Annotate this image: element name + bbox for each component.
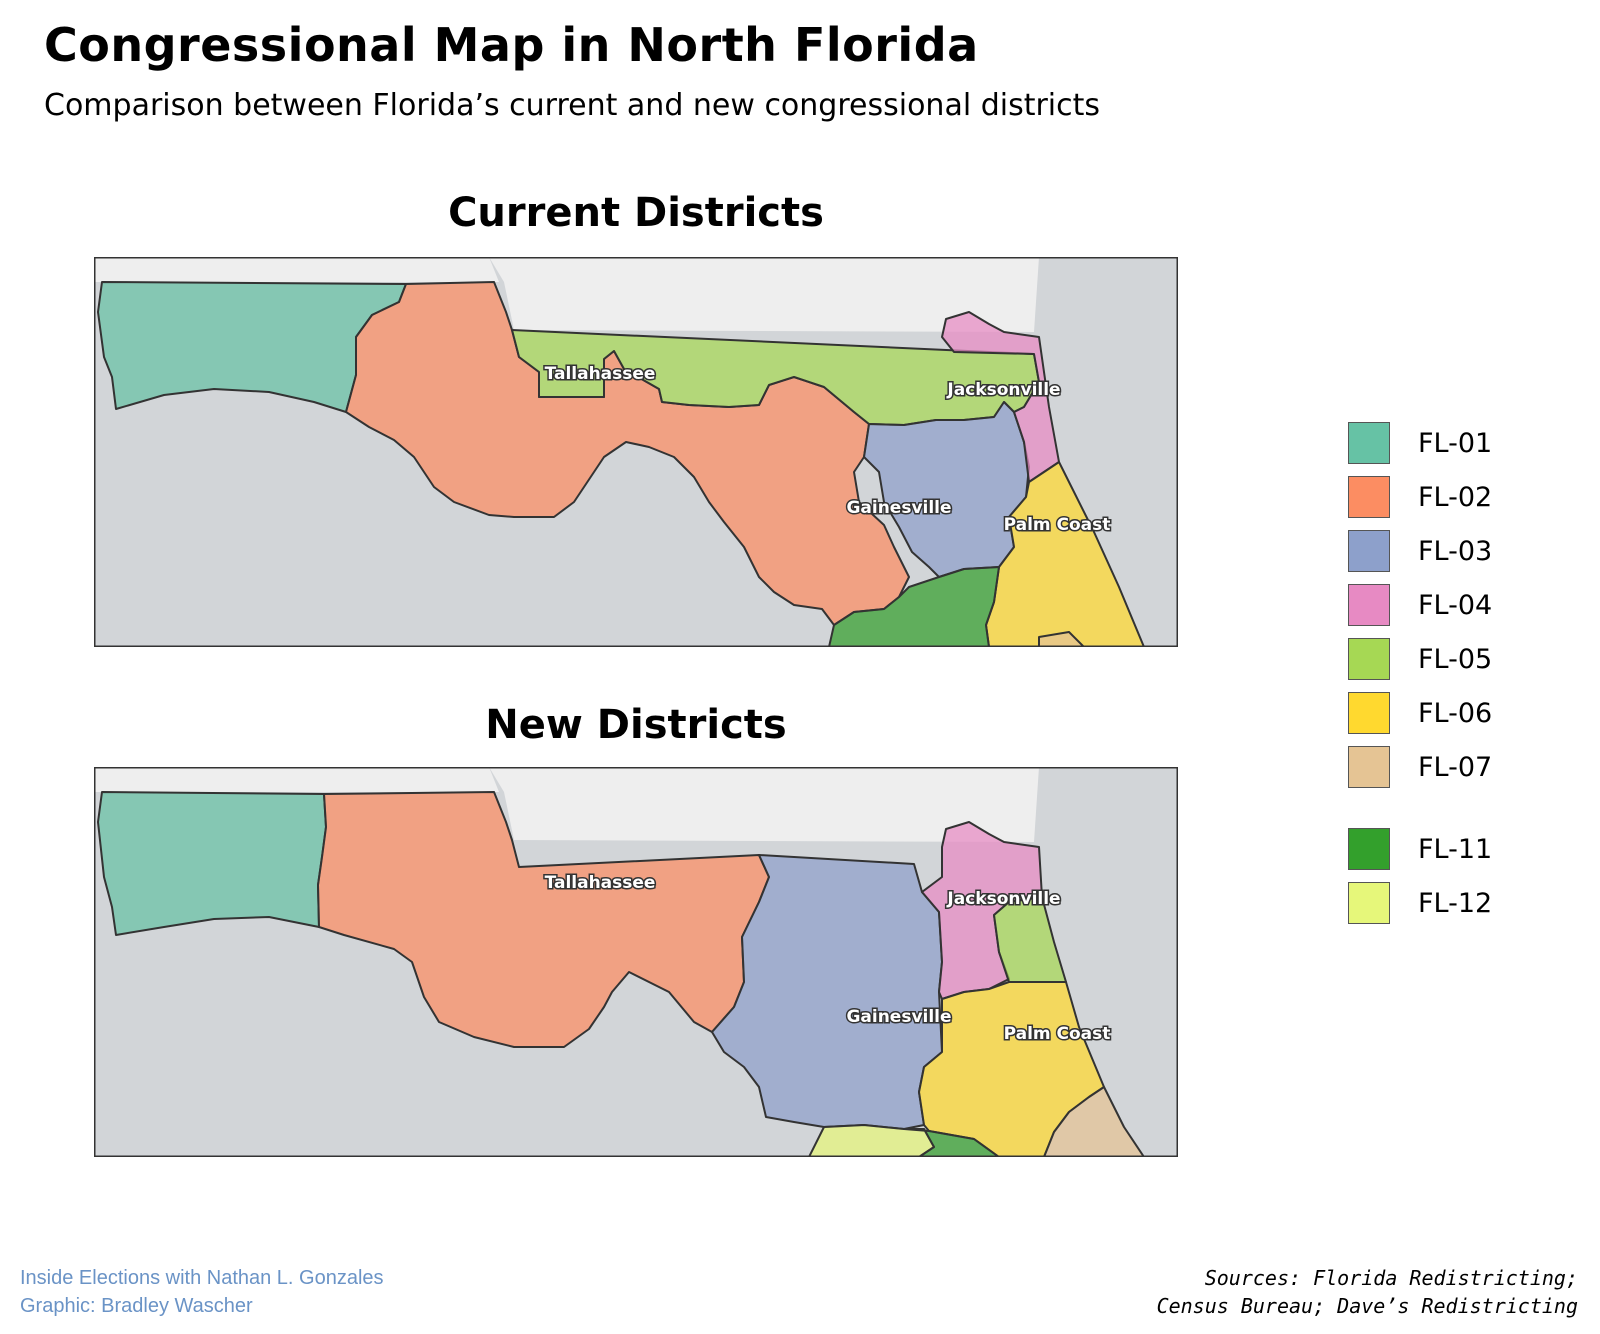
city-label-palm-coast: Palm Coast <box>1004 1024 1111 1044</box>
district-fl11 <box>828 566 1000 647</box>
legend-swatch <box>1348 882 1390 924</box>
city-label-tallahassee: Tallahassee <box>545 873 656 893</box>
legend-swatch <box>1348 476 1390 518</box>
new-districts-map: Tallahassee Jacksonville Gainesville Pal… <box>94 767 1178 1157</box>
current-map-svg: Tallahassee Jacksonville Gainesville Pal… <box>94 257 1178 647</box>
current-districts-map: Tallahassee Jacksonville Gainesville Pal… <box>94 257 1178 647</box>
legend-swatch <box>1348 692 1390 734</box>
legend-label: FL-01 <box>1418 428 1493 459</box>
sources-line-1: Sources: Florida Redistricting; <box>1204 1266 1578 1290</box>
credit-line-graphic: Graphic: Bradley Wascher <box>20 1295 253 1317</box>
map-frame-border <box>94 767 1178 1157</box>
legend-label: FL-11 <box>1418 834 1493 865</box>
sources-line-2: Census Bureau; Dave’s Redistricting <box>1156 1294 1578 1318</box>
georgia-alabama-land <box>94 767 1039 842</box>
city-label-gainesville: Gainesville <box>846 1007 951 1027</box>
legend-item-fl02: FL-02 <box>1348 476 1548 520</box>
legend-swatch <box>1348 584 1390 626</box>
legend-label: FL-03 <box>1418 536 1493 567</box>
legend-item-fl03: FL-03 <box>1348 530 1548 574</box>
new-map-heading: New Districts <box>485 702 787 748</box>
district-fl07 <box>1043 1086 1145 1157</box>
chart-title: Congressional Map in North Florida <box>44 18 979 72</box>
legend-swatch <box>1348 746 1390 788</box>
district-fl04 <box>921 821 1043 1000</box>
credits: Inside Elections with Nathan L. Gonzales… <box>20 1264 384 1320</box>
legend-item-fl11: FL-11 <box>1348 828 1548 872</box>
map-frame-border <box>94 257 1178 647</box>
legend-item-fl12: FL-12 <box>1348 882 1548 926</box>
legend-swatch <box>1348 530 1390 572</box>
legend-label: FL-04 <box>1418 590 1493 621</box>
alabama-land <box>94 767 499 792</box>
city-label-palm-coast: Palm Coast <box>1004 515 1111 535</box>
city-label-gainesville: Gainesville <box>846 498 951 518</box>
legend-label: FL-02 <box>1418 482 1493 513</box>
legend-label: FL-07 <box>1418 752 1493 783</box>
credit-line-publication: Inside Elections with Nathan L. Gonzales <box>20 1267 384 1289</box>
current-map-heading: Current Districts <box>448 190 824 236</box>
district-fl04 <box>941 311 1060 483</box>
city-label-tallahassee: Tallahassee <box>545 364 656 384</box>
new-map-svg: Tallahassee Jacksonville Gainesville Pal… <box>94 767 1178 1157</box>
legend-swatch <box>1348 828 1390 870</box>
legend-item-fl05: FL-05 <box>1348 638 1548 682</box>
city-label-jacksonville: Jacksonville <box>946 889 1060 909</box>
georgia-alabama-land <box>94 257 1039 332</box>
chart-subtitle: Comparison between Florida’s current and… <box>44 88 1101 123</box>
district-fl11 <box>903 1128 1000 1157</box>
legend-label: FL-05 <box>1418 644 1493 675</box>
district-fl07 <box>1038 631 1085 647</box>
legend-swatch <box>1348 638 1390 680</box>
legend-item-fl07: FL-07 <box>1348 746 1548 790</box>
city-label-jacksonville: Jacksonville <box>946 380 1060 400</box>
sources: Sources: Florida Redistricting; Census B… <box>1157 1264 1578 1320</box>
legend-swatch <box>1348 422 1390 464</box>
alabama-land <box>94 257 499 282</box>
legend-label: FL-06 <box>1418 698 1493 729</box>
district-fl01 <box>97 791 327 936</box>
legend-item-fl04: FL-04 <box>1348 584 1548 628</box>
legend-label: FL-12 <box>1418 888 1493 919</box>
legend-item-fl06: FL-06 <box>1348 692 1548 736</box>
legend-item-fl01: FL-01 <box>1348 422 1548 466</box>
